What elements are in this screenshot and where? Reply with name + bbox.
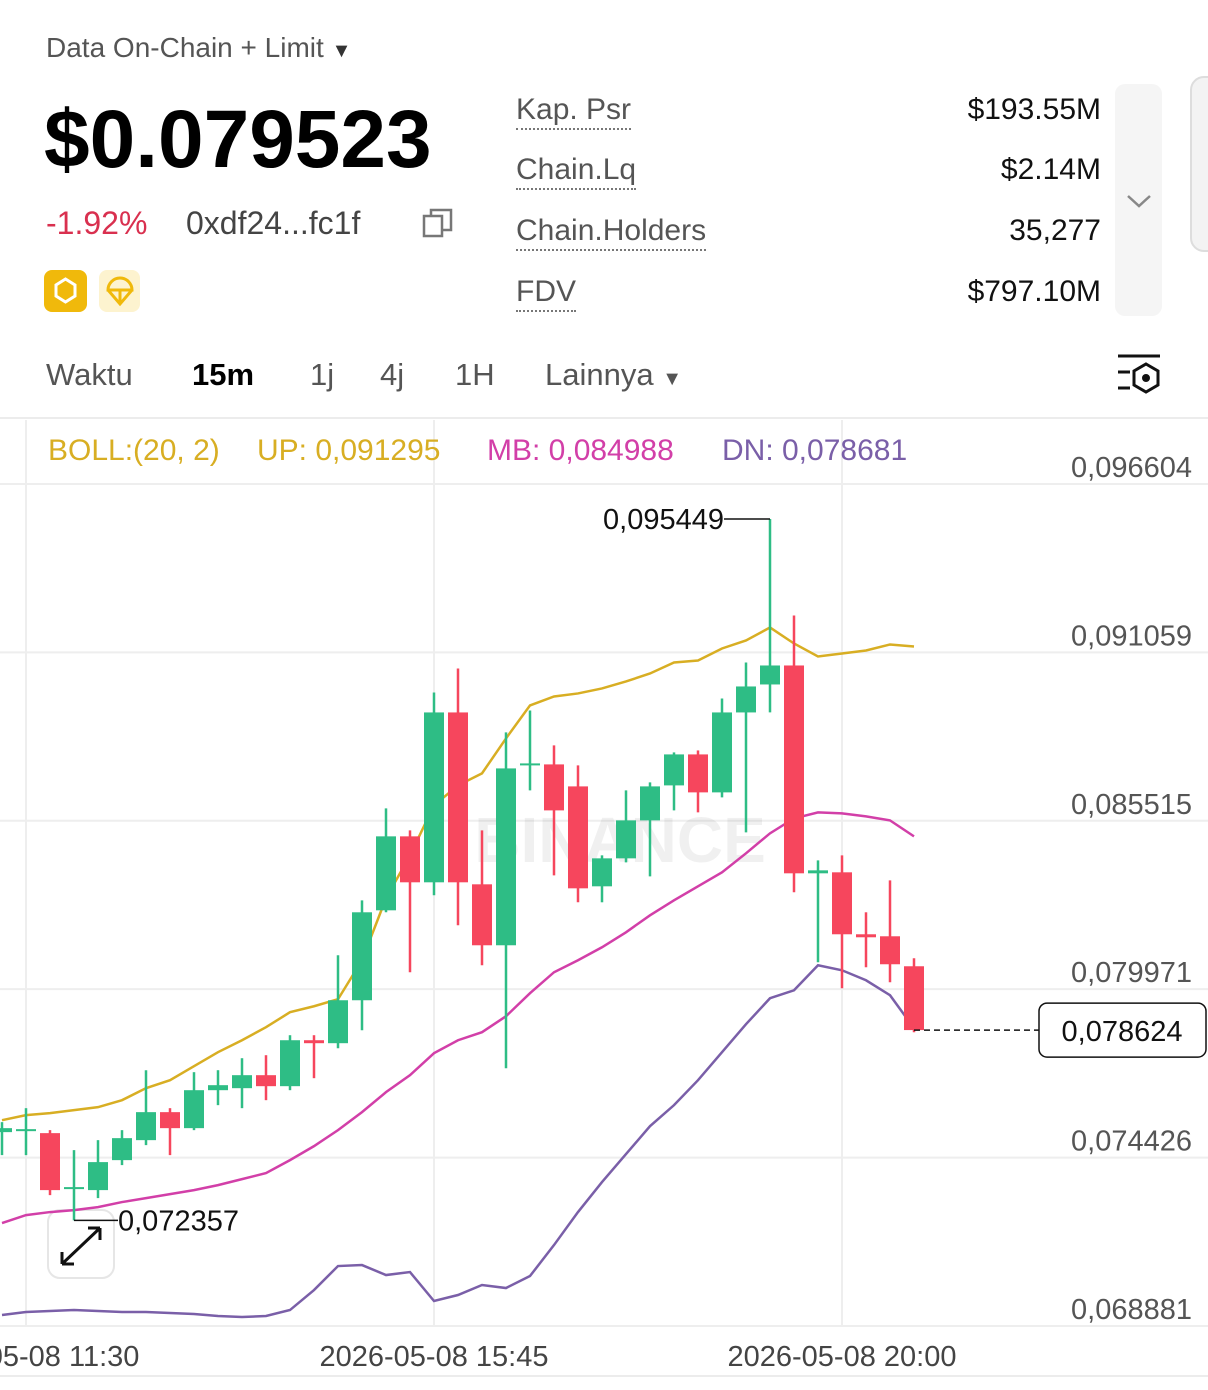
settings-dot[interactable] <box>1142 374 1150 382</box>
caret[interactable]: ▼ <box>331 40 352 62</box>
expand-icon[interactable] <box>60 1226 102 1266</box>
candle-body <box>40 1133 60 1191</box>
candle-body <box>112 1138 132 1161</box>
chevron[interactable] <box>1115 84 1162 316</box>
candle-body <box>856 934 876 938</box>
max-label: 0,095449 <box>603 504 724 536</box>
candle-body <box>16 1129 36 1132</box>
x-tick-label: 2026-05-08 11:30 <box>0 1341 139 1373</box>
candle-body <box>160 1112 180 1129</box>
timeframe-more-text[interactable]: Lainnya <box>545 357 654 392</box>
candle-body <box>88 1162 108 1191</box>
candle-body <box>208 1085 228 1091</box>
candle-body <box>664 754 684 786</box>
candle-body <box>256 1075 276 1087</box>
stat-label: Kap. Psr <box>516 92 632 130</box>
indicator-name: BOLL:(20, 2) <box>48 434 220 467</box>
candle-body <box>400 836 420 883</box>
grid <box>0 420 1208 1327</box>
side-panel[interactable] <box>1190 76 1208 252</box>
y-tick-label: 0,096604 <box>1071 452 1192 484</box>
candle-body <box>280 1040 300 1087</box>
stat-label: Chain.Holders <box>516 213 707 251</box>
contract-address: 0xdf24...fc1f <box>186 205 361 241</box>
candle-body <box>592 858 612 887</box>
x-tick-label: 2026-05-08 20:00 <box>728 1341 957 1373</box>
settings-lines[interactable] <box>1118 354 1160 390</box>
candle-body <box>904 966 924 1031</box>
market-selector-text[interactable]: Data On-Chain + Limit <box>46 32 324 63</box>
bollinger-line <box>1 963 916 1319</box>
y-tick-label: 0,079971 <box>1071 957 1192 989</box>
stat-label: FDV <box>516 274 576 312</box>
candle-body <box>184 1090 204 1129</box>
bnb-glyph <box>54 277 77 304</box>
last-price-box <box>1038 1002 1207 1058</box>
last-price-label: 0,078624 <box>1062 1016 1183 1048</box>
copy-shape[interactable] <box>422 214 444 238</box>
candle-body <box>688 754 708 793</box>
candle-body <box>136 1112 156 1141</box>
candle-body <box>808 870 828 874</box>
candle-body <box>520 763 540 766</box>
candle-body <box>832 872 852 935</box>
expand-stats[interactable] <box>1115 84 1162 316</box>
candle-body <box>328 1000 348 1044</box>
timeframe-option[interactable]: 1H <box>455 357 495 392</box>
candle-body <box>568 786 588 889</box>
settings-hex[interactable] <box>1132 362 1160 394</box>
legend-entry: MB: 0,084988 <box>487 434 674 467</box>
candle-body <box>880 936 900 965</box>
candle-body <box>352 912 372 1001</box>
stat-label: Chain.Lq <box>516 152 637 190</box>
min-label: 0,072357 <box>118 1205 239 1237</box>
bollinger-line <box>1 811 915 1225</box>
stat-value: $193.55M <box>967 93 1101 126</box>
y-tick-label: 0,091059 <box>1071 620 1192 652</box>
candle-body <box>0 1128 12 1133</box>
price: $0.079523 <box>44 94 432 185</box>
candle-body <box>376 836 396 911</box>
timeframe-option[interactable]: 1j <box>310 357 335 392</box>
candle-body <box>712 712 732 793</box>
candle-body <box>64 1187 84 1190</box>
candle-body <box>736 686 756 713</box>
price-change: -1.92% <box>46 205 148 241</box>
parachute-glyph <box>106 276 134 307</box>
timeframe-option[interactable]: 15m <box>192 357 255 392</box>
copy-icon[interactable] <box>420 206 456 240</box>
chevron-path[interactable] <box>1127 195 1151 208</box>
stat-value: 35,277 <box>1009 214 1101 247</box>
y-tick-label: 0,068881 <box>1071 1294 1192 1326</box>
legend-entry: DN: 0,078681 <box>722 434 907 467</box>
candle-body <box>472 884 492 946</box>
candle-body <box>496 768 516 946</box>
candle-body <box>232 1075 252 1089</box>
candle-body <box>760 665 780 685</box>
legend-entry: UP: 0,091295 <box>257 434 440 467</box>
candle-body <box>304 1040 324 1044</box>
candle-body <box>424 712 444 883</box>
candle-body <box>784 665 804 874</box>
candle-body <box>448 712 468 883</box>
y-tick-label: 0,085515 <box>1071 789 1192 821</box>
stat-value: $797.10M <box>967 275 1101 308</box>
candle-body <box>544 764 564 811</box>
stat-value: $2.14M <box>1000 153 1101 186</box>
candle-body <box>640 786 660 821</box>
chain-icons <box>44 270 140 312</box>
y-tick-label: 0,074426 <box>1071 1126 1192 1158</box>
candle-body <box>616 820 636 859</box>
timeframe-more[interactable]: Lainnya ▼ <box>545 356 682 398</box>
x-tick-label: 2026-05-08 15:45 <box>320 1341 549 1373</box>
timeframe-label: Waktu <box>46 357 133 392</box>
market-selector[interactable]: Data On-Chain + Limit ▼ <box>46 30 351 69</box>
timeframe-option[interactable]: 4j <box>380 357 405 392</box>
bnb-icon[interactable] <box>44 270 87 312</box>
copy-shape[interactable] <box>429 208 453 232</box>
caret[interactable]: ▼ <box>662 368 683 390</box>
chart-settings-icon[interactable] <box>1116 352 1162 396</box>
